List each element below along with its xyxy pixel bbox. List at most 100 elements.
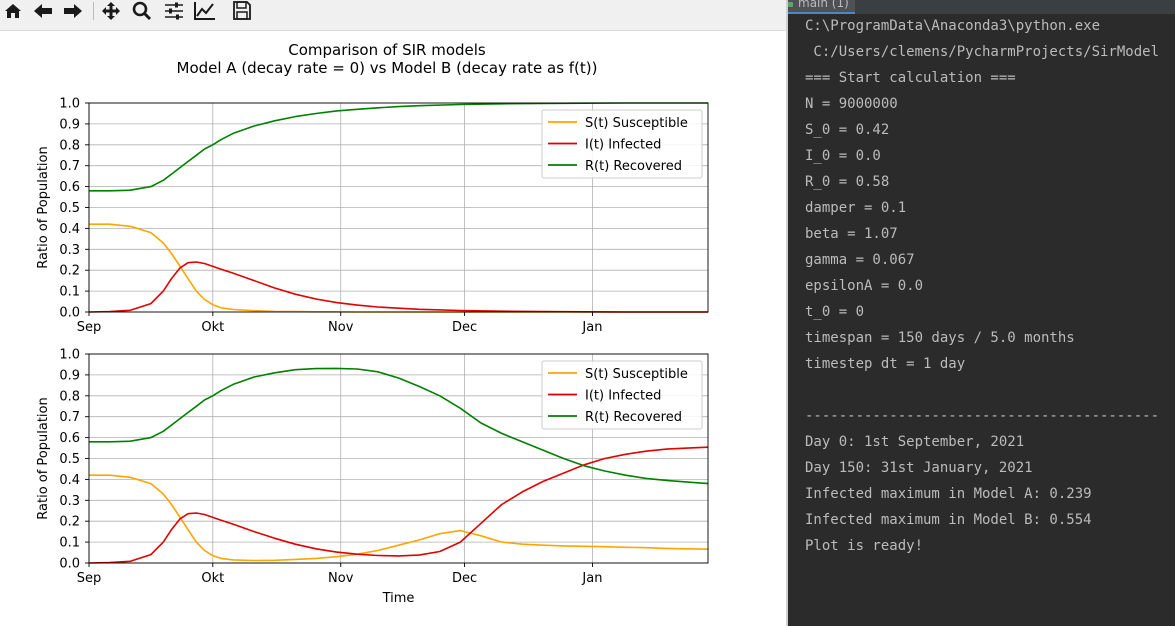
pan-button[interactable] [99, 0, 123, 22]
y-tick-label: 0.6 [59, 180, 80, 195]
y-tick-label: 0.5 [59, 201, 80, 216]
y-tick-label: 0.7 [59, 159, 80, 174]
console-line: R_0 = 0.58 [805, 174, 890, 190]
figure-title-line2: Model A (decay rate = 0) vs Model B (dec… [177, 59, 598, 77]
legend-box [541, 109, 703, 179]
y-tick-label: 0.3 [59, 494, 80, 509]
x-tick-label: Jan [581, 571, 602, 586]
home-button[interactable] [1, 0, 25, 22]
console-line: Plot is ready! [805, 538, 924, 554]
y-tick-label: 0.6 [59, 431, 80, 446]
zoom-button[interactable] [130, 0, 154, 22]
x-tick-label: Okt [201, 571, 224, 586]
x-tick-label: Sep [77, 571, 102, 586]
y-tick-label: 0.9 [59, 117, 80, 132]
legend-entry: S(t) Susceptible [585, 367, 688, 382]
console-line: C:\ProgramData\Anaconda3\python.exe [805, 18, 1101, 34]
toolbar-separator [93, 2, 94, 20]
matplotlib-window: Comparison of SIR models Model A (decay … [0, 0, 788, 606]
line-chart-icon [194, 2, 215, 20]
console-line: beta = 1.07 [805, 226, 898, 242]
series-line-2 [89, 102, 708, 192]
y-tick-label: 0.4 [59, 222, 80, 237]
y-tick-label: 0.7 [59, 410, 80, 425]
x-tick-label: Nov [328, 571, 354, 586]
plot-toolbar [0, 0, 788, 31]
series-line-1 [88, 261, 708, 313]
y-tick-label: 0.1 [59, 285, 80, 300]
y-tick-label: 0.5 [59, 452, 80, 467]
home-icon [5, 4, 21, 18]
series-line-2 [89, 367, 709, 485]
console-line: gamma = 0.067 [805, 252, 915, 268]
edit-axis-button[interactable] [193, 0, 217, 22]
forward-button[interactable] [61, 0, 85, 22]
x-tick-label: Jan [581, 320, 602, 335]
y-tick-label: 1.0 [59, 348, 80, 363]
y-tick-label: 1.0 [59, 97, 80, 112]
console-line: ----------------------------------------… [805, 408, 1160, 424]
legend: S(t) Susceptible I(t) Infected R(t) Recove… [541, 109, 703, 179]
console-line: === Start calculation === [805, 70, 1016, 86]
y-tick-label: 0.2 [59, 515, 80, 530]
console-line: Infected maximum in Model B: 0.554 [805, 512, 1092, 528]
console-line: timestep dt = 1 day [805, 356, 966, 372]
console-line: S_0 = 0.42 [805, 122, 890, 138]
console-line: damper = 0.1 [805, 200, 907, 216]
window-divider [786, 0, 788, 626]
back-button[interactable] [31, 0, 55, 22]
console-line: Infected maximum in Model A: 0.239 [805, 486, 1092, 502]
x-tick-label: Okt [201, 320, 224, 335]
move-icon [102, 2, 120, 20]
magnifier-icon [132, 1, 152, 21]
console-line: timespan = 150 days / 5.0 months [805, 330, 1075, 346]
y-tick-label: 0.1 [59, 536, 80, 551]
legend-entry: S(t) Susceptible [585, 116, 688, 131]
console-line: epsilonA = 0.0 [805, 278, 924, 294]
subplot-model-b: Sep Okt Nov Dec Jan 0.0 0.1 0.2 0.3 0.4 0.5 0.6 0.7 0… [36, 348, 709, 606]
legend-entry: R(t) Recovered [585, 410, 682, 425]
console-line: Day 150: 31st January, 2021 [805, 460, 1033, 476]
y-tick-label: 0.0 [59, 306, 80, 321]
arrow-left-icon [34, 4, 52, 18]
save-button[interactable] [230, 0, 254, 22]
x-tick-label: Dec [452, 571, 477, 586]
console-line: Day 0: 1st September, 2021 [805, 434, 1025, 450]
sliders-icon [165, 2, 183, 20]
series-line-1 [88, 446, 709, 564]
console-line: C:/Users/clemens/PycharmProjects/SirMode… [805, 44, 1160, 60]
x-axis-label: Time [382, 591, 415, 606]
x-tick-label: Dec [452, 320, 477, 335]
legend-box [541, 360, 703, 430]
y-tick-label: 0.2 [59, 264, 80, 279]
run-console-panel: main (1) C:\ProgramData\Anaconda3\python… [788, 0, 1175, 626]
y-tick-label: 0.3 [59, 243, 80, 258]
series-line-0 [89, 474, 709, 562]
y-axis-label: Ratio of Population [36, 397, 51, 519]
x-tick-label: Nov [328, 320, 354, 335]
run-status-icon [788, 2, 793, 7]
y-tick-label: 0.0 [59, 557, 80, 572]
run-tab[interactable]: main (1) [788, 0, 855, 14]
legend: S(t) Susceptible I(t) Infected R(t) Recove… [541, 360, 703, 430]
y-tick-label: 0.8 [59, 138, 80, 153]
legend-entry: I(t) Infected [585, 389, 661, 404]
y-tick-label: 0.9 [59, 368, 80, 383]
subplot-model-a: Sep Okt Nov Dec Jan 0.0 0.1 0.2 0.3 0.4 0.5 0.6 0.7 0… [36, 97, 709, 335]
y-tick-label: 0.4 [59, 473, 80, 488]
configure-subplots-button[interactable] [162, 0, 186, 22]
legend-entry: R(t) Recovered [585, 159, 682, 174]
figure-title-line1: Comparison of SIR models [288, 41, 486, 59]
console-line: N = 9000000 [805, 96, 898, 112]
arrow-right-icon [64, 4, 82, 18]
console-line: t_0 = 0 [805, 304, 865, 320]
y-tick-label: 0.8 [59, 389, 80, 404]
legend-entry: I(t) Infected [585, 138, 661, 153]
figure-canvas: Comparison of SIR models Model A (decay … [36, 41, 709, 606]
y-axis-label: Ratio of Population [36, 146, 51, 268]
run-tab-label: main (1) [798, 0, 849, 10]
run-tab-strip: main (1) [788, 0, 1175, 14]
floppy-disk-icon [233, 1, 251, 20]
console-line: I_0 = 0.0 [805, 148, 881, 164]
x-tick-label: Sep [77, 320, 102, 335]
